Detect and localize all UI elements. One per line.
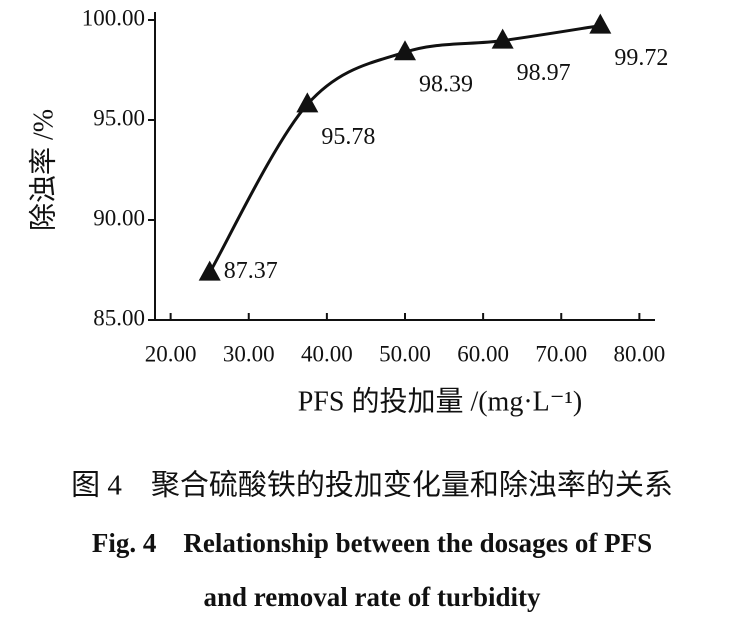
value-label: 87.37 [224, 258, 278, 284]
value-label: 98.39 [419, 72, 473, 98]
x-tick-label: 20.00 [145, 341, 197, 366]
y-tick-label: 85.00 [93, 305, 145, 330]
y-tick-label: 90.00 [93, 205, 145, 230]
x-axis-label: PFS 的投加量 /(mg·L⁻¹) [298, 385, 583, 417]
x-tick-label: 80.00 [614, 341, 666, 366]
marker [198, 260, 221, 281]
x-tick-label: 30.00 [223, 341, 275, 366]
marker [589, 13, 612, 34]
caption-en: and removal rate of turbidity [204, 582, 541, 612]
curve [208, 24, 601, 274]
marker [296, 92, 319, 113]
x-tick-label: 70.00 [535, 341, 587, 366]
x-tick-label: 50.00 [379, 341, 431, 366]
x-tick-label: 60.00 [457, 341, 509, 366]
value-label: 95.78 [321, 124, 375, 150]
y-axis-label: 除浊率 /% [27, 109, 59, 231]
value-label: 98.97 [517, 60, 571, 86]
marker [491, 28, 514, 49]
y-tick-label: 100.00 [82, 5, 145, 30]
marker [394, 40, 416, 61]
caption-en: Fig. 4 Relationship between the dosages … [92, 528, 652, 558]
caption-cn: 图 4 聚合硫酸铁的投加变化量和除浊率的关系 [71, 469, 673, 502]
x-tick-label: 40.00 [301, 341, 353, 366]
value-label: 99.72 [614, 45, 668, 71]
y-tick-label: 95.00 [93, 105, 145, 130]
